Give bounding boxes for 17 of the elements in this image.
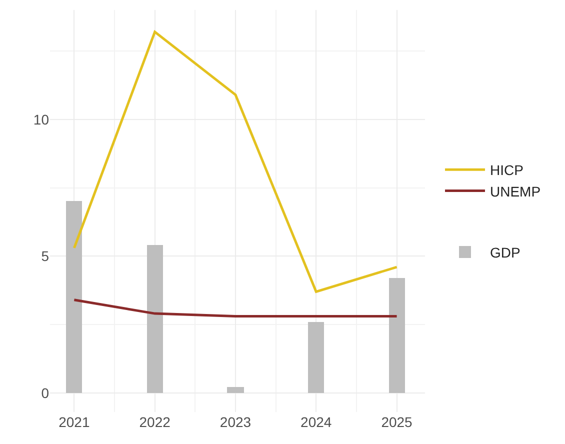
bar [227, 387, 244, 393]
legend-label: HICP [490, 162, 524, 178]
bar [147, 245, 163, 393]
y-tick-label: 10 [33, 111, 50, 128]
x-tick-label: 2024 [300, 414, 332, 430]
x-tick-label: 2023 [220, 414, 252, 430]
bar [389, 278, 405, 393]
legend-label: GDP [490, 244, 520, 260]
x-tick-label: 2022 [139, 414, 171, 430]
bar [308, 322, 324, 393]
y-tick-label: 5 [41, 248, 50, 264]
x-tick-label: 2021 [58, 414, 90, 430]
y-tick-label: 0 [41, 384, 50, 401]
bar [66, 201, 82, 393]
x-tick-label: 2025 [381, 414, 413, 430]
line-series [72, 30, 398, 293]
legend-label: UNEMP [490, 183, 541, 200]
